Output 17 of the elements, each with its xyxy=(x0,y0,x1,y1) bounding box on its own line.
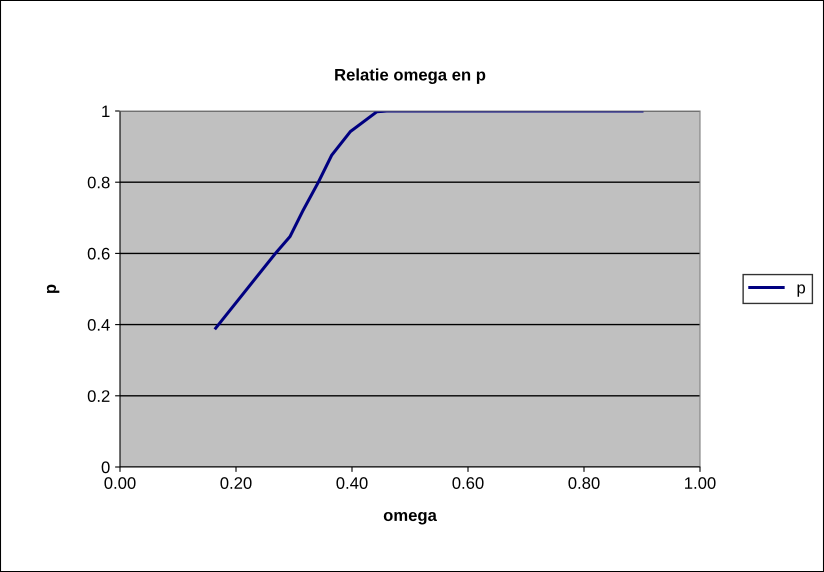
x-tick-label: 0.00 xyxy=(104,477,136,489)
y-tick-label: 1 xyxy=(102,106,110,118)
y-tick-label: 0.2 xyxy=(88,390,110,402)
y-axis-title: p xyxy=(46,284,60,293)
x-tick-label: 0.40 xyxy=(336,477,368,489)
legend-label: p xyxy=(798,284,806,297)
y-tick-label: 0.8 xyxy=(88,176,110,188)
line-series xyxy=(214,111,644,330)
x-tick-label: 0.80 xyxy=(568,477,600,489)
x-axis-title: omega xyxy=(384,512,437,524)
y-tick-label: 0.4 xyxy=(88,319,110,331)
x-tick-label: 0.60 xyxy=(452,477,484,489)
y-tick-label: 0 xyxy=(102,461,110,474)
x-tick-label: 0.20 xyxy=(220,477,252,489)
y-tick-label: 0.6 xyxy=(88,248,110,260)
chart-title: Relatie omega en p xyxy=(335,68,486,84)
x-tick-label: 1.00 xyxy=(685,477,716,489)
